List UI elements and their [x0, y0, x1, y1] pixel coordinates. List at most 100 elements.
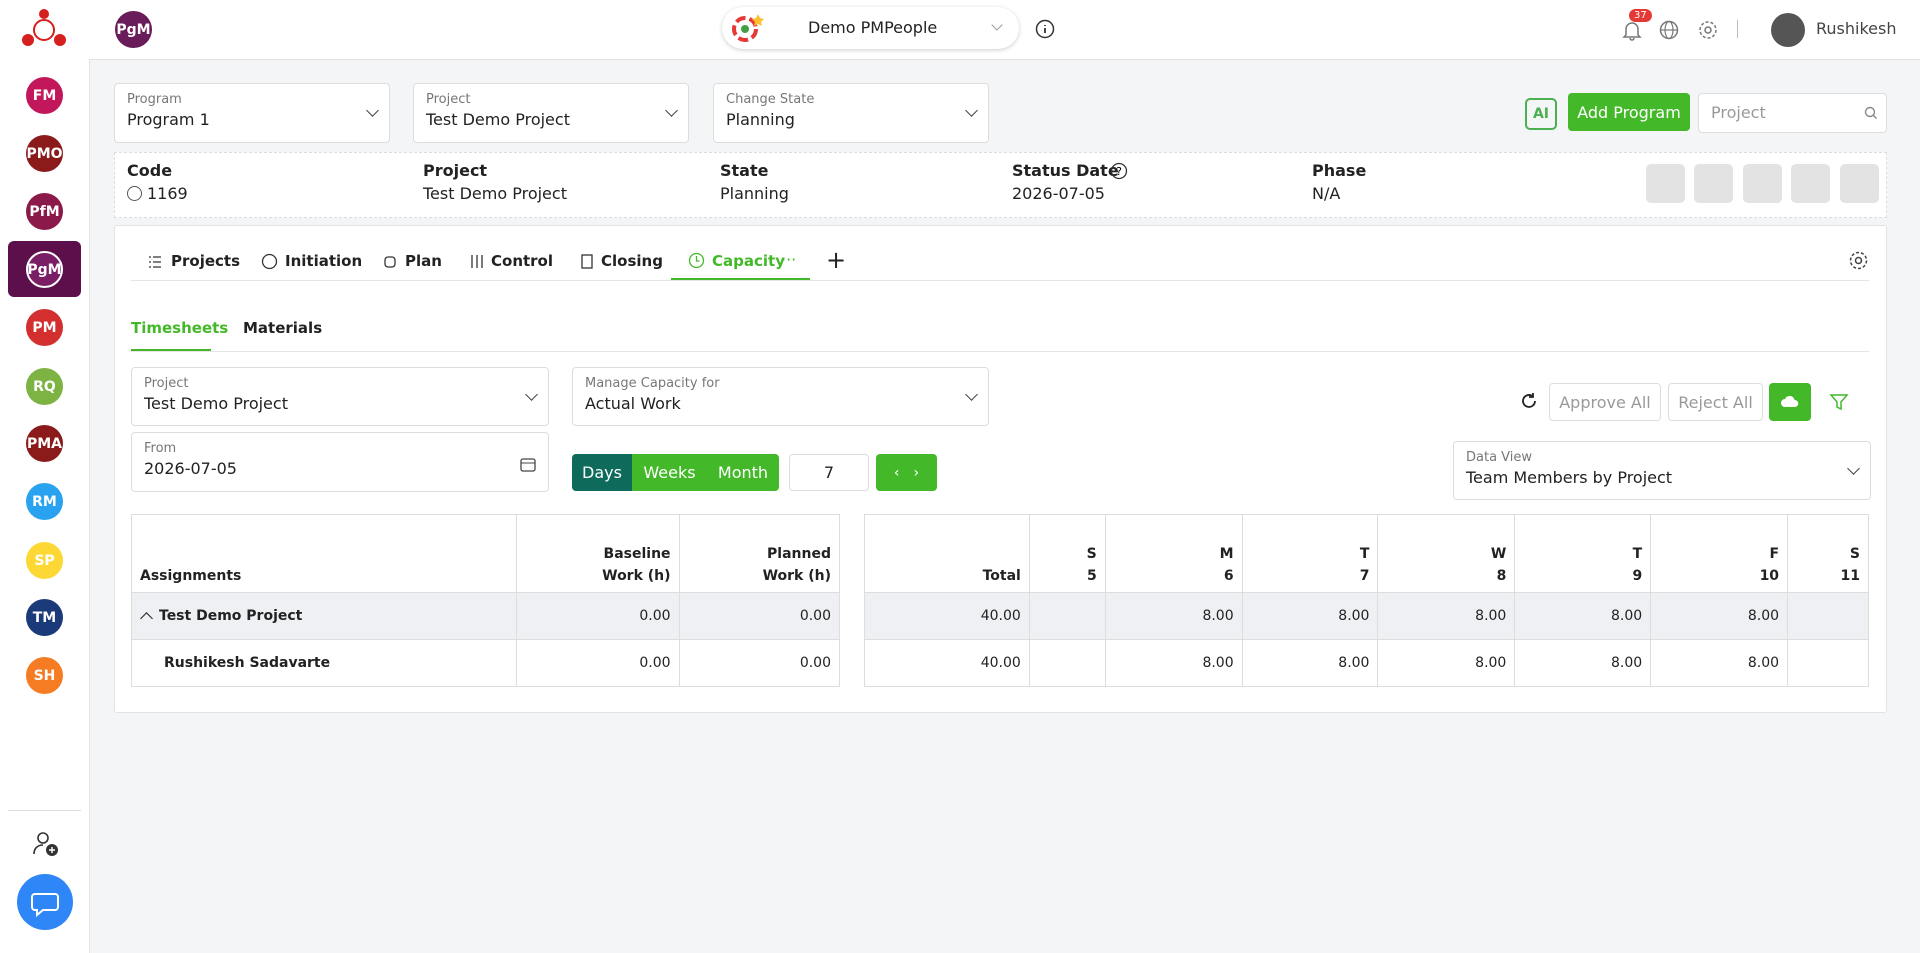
header-cell: Assignments — [130, 514, 518, 593]
filter-from[interactable]: From 2026-07-05 — [131, 432, 549, 492]
day-value: 8.00 — [1104, 639, 1243, 687]
nav-pgm[interactable]: PgM — [26, 251, 63, 288]
header-line: T — [1632, 546, 1643, 562]
subtab-materials[interactable]: Materials — [243, 319, 323, 337]
period-days[interactable]: Days — [572, 454, 632, 491]
comments-button[interactable] — [1646, 164, 1685, 203]
code-value: 1169 — [147, 184, 188, 203]
workspace-name: Demo PMPeople — [808, 18, 938, 37]
search-box[interactable]: Project — [1698, 93, 1887, 133]
nav-tm[interactable]: TM — [26, 599, 63, 636]
bell-icon[interactable] — [1621, 19, 1643, 41]
assignment-name: Rushikesh Sadavarte — [130, 639, 518, 687]
header-line: 10 — [1759, 568, 1780, 584]
filter-manage[interactable]: Manage Capacity for Actual Work — [572, 367, 989, 426]
state-select[interactable]: Change State Planning — [713, 83, 989, 143]
nav-sp[interactable]: SP — [26, 542, 63, 579]
value: Actual Work — [585, 394, 681, 413]
nav-rm[interactable]: RM — [26, 483, 63, 520]
period-month[interactable]: Month — [707, 454, 779, 491]
name: Test Demo Project — [159, 608, 303, 624]
globe-icon[interactable] — [1658, 19, 1680, 41]
value: Test Demo Project — [144, 394, 288, 413]
header-line: S — [1849, 546, 1860, 562]
tab-control[interactable]: Control — [491, 252, 554, 270]
logo — [22, 9, 66, 46]
nav-pmo[interactable]: PMO — [26, 135, 63, 172]
header-line: 9 — [1632, 568, 1643, 584]
chat-button[interactable] — [17, 874, 73, 930]
refresh-icon[interactable] — [1520, 392, 1538, 410]
download-button[interactable] — [1769, 383, 1811, 421]
prev-next[interactable]: ‹› — [876, 454, 937, 491]
nav-pfm[interactable]: PfM — [26, 193, 63, 230]
placeholder: Project — [1711, 103, 1766, 122]
nav-sh[interactable]: SH — [26, 657, 63, 694]
tab-capacity[interactable]: Capacity — [712, 252, 785, 270]
header-line: M — [1219, 546, 1234, 562]
folder-button[interactable] — [1694, 164, 1733, 203]
ai-button[interactable]: AI — [1525, 98, 1557, 130]
nav-pm[interactable]: PM — [26, 309, 63, 346]
radio[interactable] — [127, 186, 142, 201]
program-select[interactable]: Program Program 1 — [114, 83, 390, 143]
nav-fm[interactable]: FM — [26, 77, 63, 114]
tab-initiation[interactable]: Initiation — [285, 252, 363, 270]
day-value — [1787, 639, 1869, 687]
header-line: 11 — [1840, 568, 1860, 584]
help-icon: ? — [1110, 162, 1128, 180]
sidebar: FM PMO PfM PgM PM RQ PMA RM SP TM SH — [0, 0, 90, 953]
value: 2026-07-05 — [144, 459, 237, 478]
tab-divider — [131, 280, 1869, 281]
settings-icon[interactable] — [1848, 250, 1869, 271]
day-value: 8.00 — [1104, 592, 1243, 640]
header-row: Assignments Baseline Work (h) Planned Work (… — [130, 514, 841, 593]
tab-closing[interactable]: Closing — [601, 252, 663, 270]
tab-projects[interactable]: Projects — [171, 252, 241, 270]
reject-all-button[interactable]: Reject All — [1668, 383, 1763, 421]
day-value: 8.00 — [1650, 592, 1789, 640]
filter-icon[interactable] — [1829, 392, 1849, 412]
data-view-select[interactable]: Data View Team Members by Project — [1453, 441, 1871, 500]
subtab-timesheets[interactable]: Timesheets — [131, 319, 229, 337]
label: Change State — [726, 92, 815, 107]
workspace-select[interactable]: Demo PMPeople — [722, 7, 1019, 49]
header-cell: Baseline Work (h) — [516, 514, 680, 593]
add-program-button[interactable]: Add Program — [1568, 93, 1690, 131]
period-count[interactable]: 7 — [789, 454, 869, 491]
filter-project[interactable]: Project Test Demo Project — [131, 367, 549, 426]
project-select[interactable]: Project Test Demo Project — [413, 83, 689, 143]
tab-icon — [261, 253, 278, 270]
chevron — [991, 19, 1003, 31]
day-value: 8.00 — [1650, 639, 1789, 687]
approve-all-button[interactable]: Approve All — [1549, 383, 1661, 421]
list-button[interactable] — [1743, 164, 1782, 203]
tree-button[interactable] — [1791, 164, 1830, 203]
value: Planning — [726, 110, 795, 129]
header-line: 5 — [1087, 568, 1097, 584]
row: Rushikesh Sadavarte 0.00 0.00 — [130, 639, 841, 687]
period-weeks[interactable]: Weeks — [632, 454, 707, 491]
planned: 0.00 — [678, 592, 841, 640]
row: 40.00 8.00 8.00 8.00 8.00 8.00 — [864, 592, 1869, 640]
info-icon[interactable] — [1035, 19, 1055, 39]
header-line: F — [1769, 546, 1780, 562]
user-avatar[interactable] — [1771, 13, 1805, 47]
tab-more[interactable]: ··· — [781, 250, 797, 269]
tab-plan[interactable]: Plan — [405, 252, 442, 270]
add-tab[interactable]: + — [826, 246, 847, 274]
nav-pma[interactable]: PMA — [26, 425, 63, 462]
settings-icon[interactable] — [1697, 19, 1719, 41]
days-table: Total S 5 M 6 T 7 W 8 T 9 F 10 S 11 40.00 8.00 8.00 8.00 8.… — [864, 514, 1869, 687]
user-name[interactable]: Rushikesh — [1816, 19, 1897, 38]
state-value: Planning — [720, 184, 789, 203]
header-cell: Total — [864, 514, 1030, 593]
briefcase-button[interactable] — [1840, 164, 1879, 203]
add-user-icon[interactable] — [32, 830, 60, 858]
nav-rq[interactable]: RQ — [26, 368, 63, 405]
